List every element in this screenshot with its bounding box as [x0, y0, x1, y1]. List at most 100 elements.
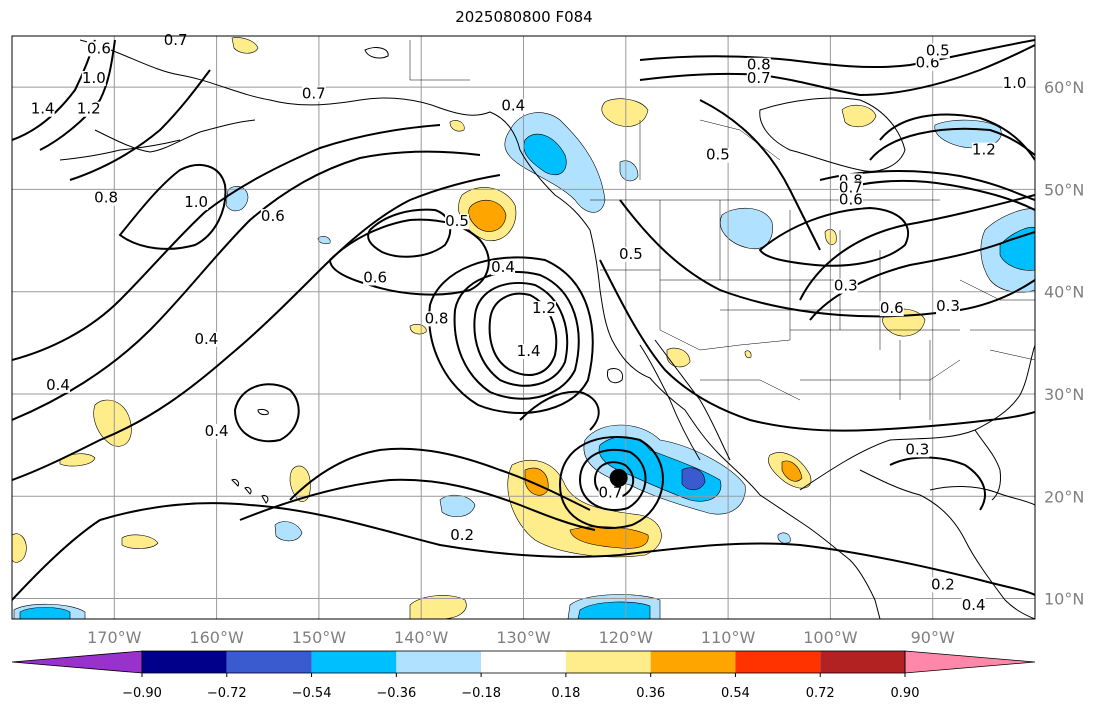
contour-label-bg	[598, 485, 623, 501]
contour-label-bg	[833, 278, 858, 294]
contour-label: 0.7	[164, 31, 188, 49]
colorbar-tick-label: 0.90	[891, 686, 920, 701]
contour-label: 1.4	[517, 342, 541, 360]
contour-label: 0.6	[261, 207, 285, 225]
contour-label-bg	[961, 597, 986, 613]
map-frame	[11, 35, 1036, 620]
colorbar-tick-label: −0.90	[122, 686, 162, 701]
map-title: 2025080800 F084	[455, 8, 593, 26]
colorbar-extend-high	[904, 650, 1036, 674]
contour-label: 1.0	[184, 193, 208, 211]
contour-label-bg	[363, 270, 388, 286]
contour-label-bg	[76, 101, 101, 117]
contour-label-bg	[879, 301, 904, 317]
storm-center-marker	[609, 468, 628, 487]
contour-label: 0.4	[194, 330, 218, 348]
lon-tick-label: 120°W	[599, 628, 654, 647]
contour-label-bg	[705, 147, 730, 163]
colorbar-tick-label: 0.54	[721, 686, 750, 701]
contour-label: 0.8	[94, 189, 118, 207]
colorbar-tick-label: −0.18	[461, 686, 501, 701]
graticule	[12, 36, 1035, 619]
contour-label-bg	[618, 246, 643, 262]
lon-tick-label: 100°W	[803, 628, 858, 647]
contour-label: 0.7	[839, 178, 863, 196]
contour-label: 1.0	[1003, 74, 1027, 92]
lon-tick-label: 130°W	[496, 628, 551, 647]
contour-label: 0.4	[46, 376, 70, 394]
colorbar-frame	[141, 650, 906, 674]
contour-label-bg	[184, 194, 209, 210]
contour-label: 1.2	[77, 100, 101, 118]
colorbar-tick-label: 0.36	[636, 686, 665, 701]
lon-tick-label: 140°W	[394, 628, 449, 647]
contour-label: 0.3	[834, 277, 858, 295]
contour-label-bg	[260, 209, 285, 225]
contour-label: 0.7	[599, 483, 623, 501]
contour-label-bg	[905, 442, 930, 458]
shaded-anomaly-layer	[12, 37, 1035, 619]
contour-label-bg	[445, 214, 470, 230]
colorbar-segment	[735, 651, 821, 673]
colorbar-tick-label: 0.72	[806, 686, 835, 701]
contour-label: 0.2	[450, 526, 474, 544]
lat-tick-label: 40°N	[1044, 283, 1084, 302]
contour-label-bg	[925, 43, 950, 59]
contour-label-bg	[746, 71, 771, 87]
lat-tick-label: 60°N	[1044, 78, 1084, 97]
contour-label: 0.6	[839, 191, 863, 209]
contour-label-bg	[838, 180, 863, 196]
colorbar-segment	[396, 651, 482, 673]
contour-label: 1.2	[532, 299, 556, 317]
colorbar-segment	[226, 651, 312, 673]
latitude-axis: 60°N 50°N 40°N 30°N 20°N 10°N	[1044, 78, 1084, 608]
contour-label-bg	[501, 98, 526, 114]
contour-label-bg	[838, 192, 863, 208]
contour-label-bg	[450, 528, 475, 544]
contour-label: 0.4	[491, 258, 515, 276]
contour-label: 0.7	[747, 69, 771, 87]
contour-label: 1.0	[82, 69, 106, 87]
contour-label-bg	[746, 57, 771, 73]
lat-tick-label: 20°N	[1044, 487, 1084, 506]
contour-label-bg	[163, 33, 188, 49]
contour-label-bg	[516, 344, 541, 360]
contour-label-bg	[204, 423, 229, 439]
coastlines	[59, 39, 1035, 619]
contour-label-bg	[194, 331, 219, 347]
colorbar-segment	[311, 651, 397, 673]
contour-label-bg	[936, 299, 961, 315]
colorbar: −0.90 −0.72 −0.54 −0.36 −0.18 0.18 0.36 0.54 0.7…	[11, 650, 1036, 701]
contour-lines	[12, 39, 1035, 601]
colorbar-tick-label: −0.36	[376, 686, 416, 701]
contour-label-bg	[971, 142, 996, 158]
colorbar-extend-low	[11, 650, 143, 674]
contour-label: 0.6	[87, 39, 111, 57]
contour-label-bg	[30, 101, 55, 117]
contour-label: 0.5	[619, 245, 643, 263]
lat-tick-label: 50°N	[1044, 180, 1084, 199]
lat-tick-label: 10°N	[1044, 590, 1084, 609]
colorbar-segment	[565, 651, 651, 673]
colorbar-segment	[142, 651, 227, 673]
contour-label-bg	[930, 577, 955, 593]
contour-label: 0.5	[706, 146, 730, 164]
contour-label: 0.4	[205, 422, 229, 440]
contour-label: 0.3	[936, 297, 960, 315]
contour-label-bg	[1002, 76, 1027, 92]
contour-label: 0.5	[926, 41, 950, 59]
lon-tick-label: 160°W	[189, 628, 244, 647]
lon-tick-label: 110°W	[701, 628, 756, 647]
contour-label: 0.4	[962, 596, 986, 614]
lat-tick-label: 30°N	[1044, 385, 1084, 404]
lon-tick-label: 90°W	[911, 628, 955, 647]
contour-label: 0.8	[425, 309, 449, 327]
contour-label-bg	[531, 301, 556, 317]
contour-label: 0.5	[445, 212, 469, 230]
contour-label: 0.6	[880, 299, 904, 317]
contour-label-bg	[491, 260, 516, 276]
contour-label: 0.3	[905, 440, 929, 458]
colorbar-segment	[481, 651, 566, 673]
contour-label-bg	[81, 71, 106, 87]
